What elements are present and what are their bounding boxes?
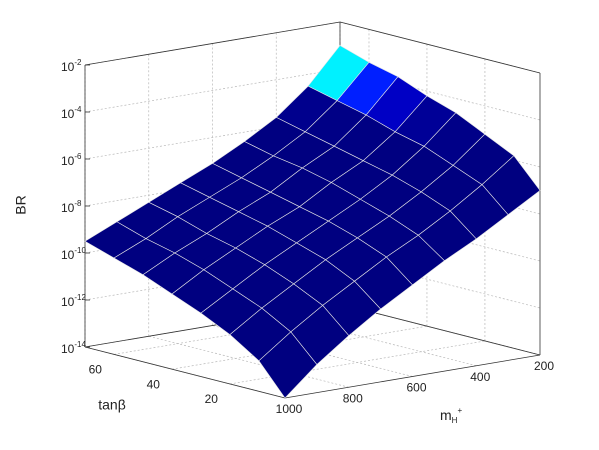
y-axis-label: tanβ <box>98 397 126 413</box>
grid-line <box>339 256 541 309</box>
grid-line <box>84 68 341 113</box>
z-tick-label: 10-6 <box>61 152 82 168</box>
grid-line <box>339 68 541 121</box>
x-tick-label: 200 <box>534 359 554 373</box>
axis-line <box>84 21 341 66</box>
z-tick-label: 10-12 <box>61 293 86 309</box>
z-axis-label: BR <box>13 195 29 214</box>
x-tick-label: 800 <box>343 391 363 405</box>
z-tick-label: 10-14 <box>61 340 86 356</box>
z-tick-label: 10-10 <box>61 246 86 262</box>
grid-line <box>148 335 349 388</box>
y-tick-label: 60 <box>89 363 103 377</box>
x-tick-label: 400 <box>470 370 490 384</box>
x-tick-label: 1000 <box>276 402 303 416</box>
x-tick-label: 600 <box>406 381 426 395</box>
surface-face <box>258 331 318 399</box>
axis-line <box>84 346 286 399</box>
grid-line <box>229 340 485 385</box>
z-tick-label: 10-2 <box>61 58 82 74</box>
axis-line <box>339 21 541 74</box>
z-tick-label: 10-4 <box>61 105 82 121</box>
labels: BR tanβ mH+ 10-14 10-12 10-10 10-8 10-6 10-4 1… <box>13 58 555 425</box>
grid-line <box>339 209 541 262</box>
surface <box>84 45 541 399</box>
y-tick-label: 20 <box>205 392 219 406</box>
z-tick-label: 10-8 <box>61 199 82 215</box>
x-axis-label: mH+ <box>440 406 462 425</box>
axis-line <box>284 354 541 399</box>
y-tick-label: 40 <box>147 377 161 391</box>
